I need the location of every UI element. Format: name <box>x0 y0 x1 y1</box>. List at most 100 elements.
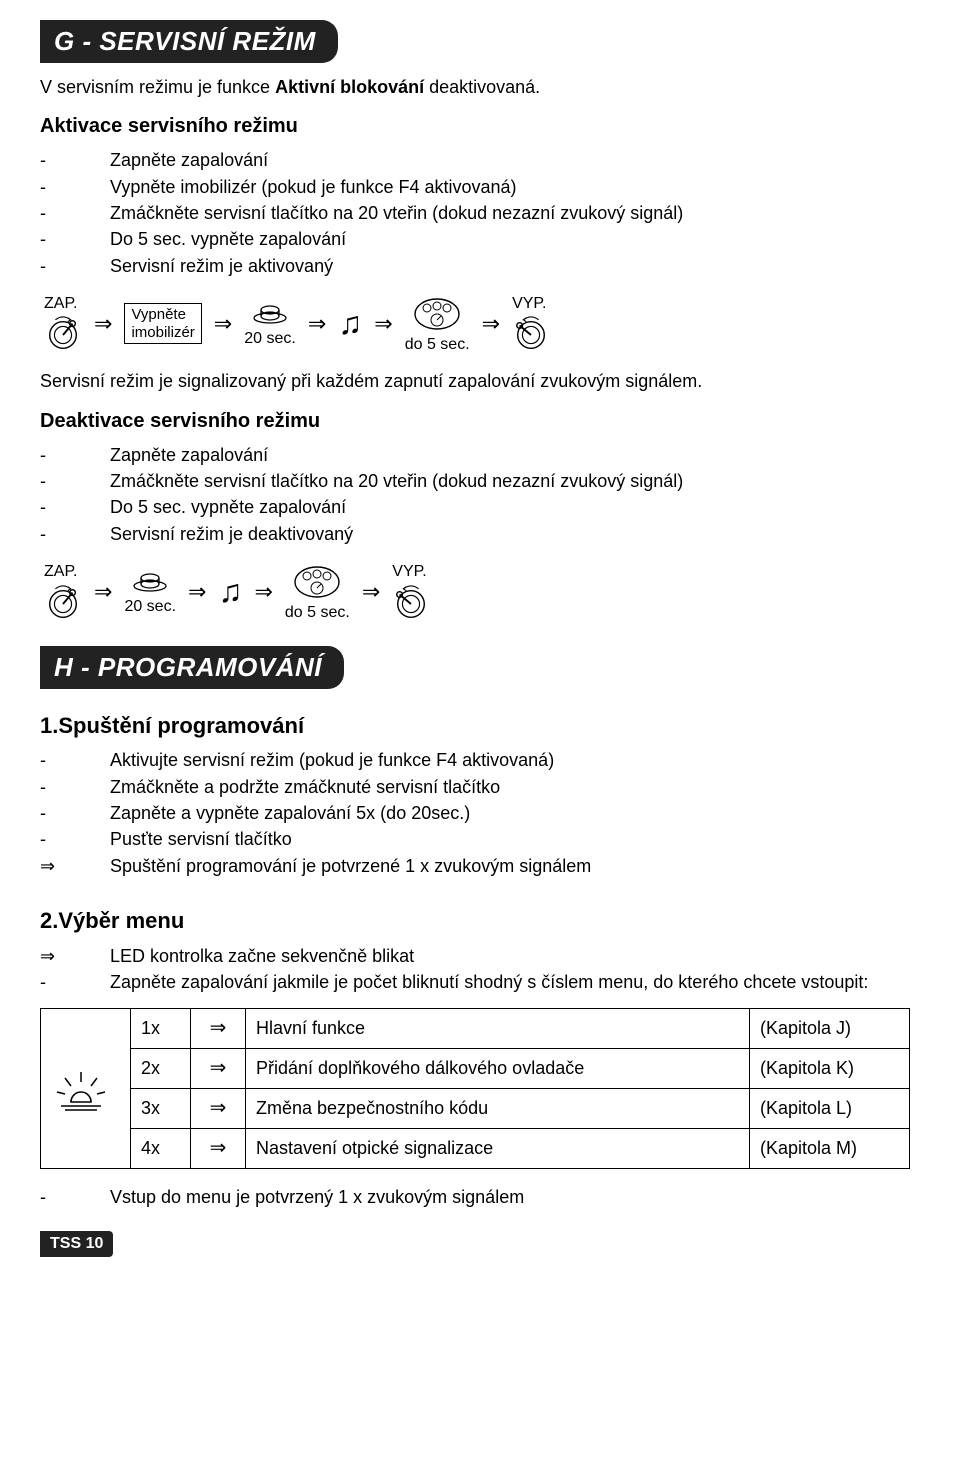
led-blink-icon <box>51 1066 120 1112</box>
menu-chapter: (Kapitola L) <box>750 1089 910 1129</box>
list-text: Zapněte zapalování jakmile je počet blik… <box>110 970 910 994</box>
menu-arrow: ⇒ <box>191 1009 246 1049</box>
key-on-icon <box>44 316 82 354</box>
intro-bold: Aktivní blokování <box>275 77 424 97</box>
key-off-icon <box>392 585 430 623</box>
list-text: LED kontrolka začne sekvenčně blikat <box>110 944 910 968</box>
dash: - <box>40 495 110 519</box>
step1-list: -Aktivujte servisní režim (pokud je funk… <box>40 748 910 877</box>
deactivation-list: -Zapněte zapalování -Zmáčkněte servisní … <box>40 443 910 546</box>
section-h-header: H - PROGRAMOVÁNÍ <box>40 646 344 689</box>
menu-arrow: ⇒ <box>191 1089 246 1129</box>
imob-line1: Vypněte <box>131 306 194 323</box>
service-button-icon <box>250 298 290 326</box>
table-row: 3x ⇒ Změna bezpečnostního kódu (Kapitola… <box>41 1089 910 1129</box>
list-item: -Servisní režim je aktivovaný <box>40 254 910 278</box>
key-on-icon <box>44 585 82 623</box>
service-button-icon <box>130 566 170 594</box>
dash: - <box>40 469 110 493</box>
list-text: Zmáčkněte a podržte zmáčknuté servisní t… <box>110 775 910 799</box>
zap-label: ZAP. <box>44 561 78 583</box>
list-item: -Vstup do menu je potvrzený 1 x zvukovým… <box>40 1185 910 1209</box>
dash: - <box>40 201 110 225</box>
music-note-icon: ♫ <box>338 302 362 345</box>
list-text: Vypněte imobilizér (pokud je funkce F4 a… <box>110 175 910 199</box>
signal-note: Servisní režim je signalizovaný při každ… <box>40 369 910 393</box>
arrow-icon: ⇒ <box>362 577 380 607</box>
music-note-icon: ♫ <box>218 570 242 613</box>
arrow-icon: ⇒ <box>188 577 206 607</box>
page-footer-badge: TSS 10 <box>40 1231 113 1257</box>
deactivation-flow: ZAP. ⇒ 20 sec. ⇒ ♫ ⇒ do 5 sec. ⇒ VYP. <box>44 560 910 624</box>
list-text: Zmáčkněte servisní tlačítko na 20 vteřin… <box>110 201 910 225</box>
dash: - <box>40 748 110 772</box>
step2-list: ⇒LED kontrolka začne sekvenčně blikat -Z… <box>40 944 910 995</box>
dash: - <box>40 970 110 994</box>
list-item: -Aktivujte servisní režim (pokud je funk… <box>40 748 910 772</box>
menu-label: Změna bezpečnostního kódu <box>246 1089 750 1129</box>
dash: - <box>40 175 110 199</box>
t5-label: do 5 sec. <box>285 602 350 624</box>
t20-label: 20 sec. <box>124 596 176 618</box>
list-text: Aktivujte servisní režim (pokud je funkc… <box>110 748 910 772</box>
table-row: 1x ⇒ Hlavní funkce (Kapitola J) <box>41 1009 910 1049</box>
list-item: ⇒LED kontrolka začne sekvenčně blikat <box>40 944 910 968</box>
menu-count: 4x <box>131 1129 191 1169</box>
table-row: 2x ⇒ Přidání doplňkového dálkového ovlad… <box>41 1049 910 1089</box>
list-item: -Zapněte zapalování jakmile je počet bli… <box>40 970 910 994</box>
dash: - <box>40 148 110 172</box>
menu-label: Hlavní funkce <box>246 1009 750 1049</box>
menu-label: Přidání doplňkového dálkového ovladače <box>246 1049 750 1089</box>
menu-chapter: (Kapitola J) <box>750 1009 910 1049</box>
intro-suffix: deaktivovaná. <box>424 77 540 97</box>
list-item: -Zmáčkněte servisní tlačítko na 20 vteři… <box>40 469 910 493</box>
immobilizer-box: Vypněte imobilizér <box>124 303 201 344</box>
activation-list: -Zapněte zapalování -Vypněte imobilizér … <box>40 148 910 277</box>
arrow-icon: ⇒ <box>94 309 112 339</box>
step2-heading: 2.Výběr menu <box>40 906 910 936</box>
list-text: Do 5 sec. vypněte zapalování <box>110 495 910 519</box>
list-item: -Zapněte zapalování <box>40 148 910 172</box>
menu-table: 1x ⇒ Hlavní funkce (Kapitola J) 2x ⇒ Při… <box>40 1008 910 1169</box>
list-text: Vstup do menu je potvrzený 1 x zvukovým … <box>110 1185 910 1209</box>
list-item: -Do 5 sec. vypněte zapalování <box>40 495 910 519</box>
dash: - <box>40 227 110 251</box>
list-item: -Zapněte zapalování <box>40 443 910 467</box>
list-item: -Vypněte imobilizér (pokud je funkce F4 … <box>40 175 910 199</box>
menu-chapter: (Kapitola M) <box>750 1129 910 1169</box>
table-row: 4x ⇒ Nastavení otpické signalizace (Kapi… <box>41 1129 910 1169</box>
t5-label: do 5 sec. <box>405 334 470 356</box>
arrow-icon: ⇒ <box>214 309 232 339</box>
gauge-icon <box>291 560 343 600</box>
t20-label: 20 sec. <box>244 328 296 350</box>
gauge-icon <box>411 292 463 332</box>
deactivation-heading: Deaktivace servisního režimu <box>40 408 910 435</box>
imob-line2: imobilizér <box>131 324 194 341</box>
dash: ⇒ <box>40 944 110 968</box>
menu-arrow: ⇒ <box>191 1129 246 1169</box>
arrow-icon: ⇒ <box>482 309 500 339</box>
arrow-icon: ⇒ <box>308 309 326 339</box>
arrow-icon: ⇒ <box>254 577 272 607</box>
intro-prefix: V servisním režimu je funkce <box>40 77 275 97</box>
dash: - <box>40 443 110 467</box>
list-text: Zapněte zapalování <box>110 148 910 172</box>
list-text: Servisní režim je aktivovaný <box>110 254 910 278</box>
activation-heading: Aktivace servisního režimu <box>40 113 910 140</box>
list-text: Servisní režim je deaktivovaný <box>110 522 910 546</box>
menu-arrow: ⇒ <box>191 1049 246 1089</box>
menu-count: 1x <box>131 1009 191 1049</box>
list-item: -Zapněte a vypněte zapalování 5x (do 20s… <box>40 801 910 825</box>
list-text: Zapněte a vypněte zapalování 5x (do 20se… <box>110 801 910 825</box>
led-icon-cell <box>41 1009 131 1169</box>
vyp-label: VYP. <box>392 561 426 583</box>
dash: - <box>40 775 110 799</box>
list-item: -Do 5 sec. vypněte zapalování <box>40 227 910 251</box>
zap-label: ZAP. <box>44 293 78 315</box>
dash: - <box>40 801 110 825</box>
list-item: -Servisní režim je deaktivovaný <box>40 522 910 546</box>
key-off-icon <box>512 316 550 354</box>
list-item: ⇒Spuštění programování je potvrzené 1 x … <box>40 854 910 878</box>
list-text: Do 5 sec. vypněte zapalování <box>110 227 910 251</box>
vyp-label: VYP. <box>512 293 546 315</box>
